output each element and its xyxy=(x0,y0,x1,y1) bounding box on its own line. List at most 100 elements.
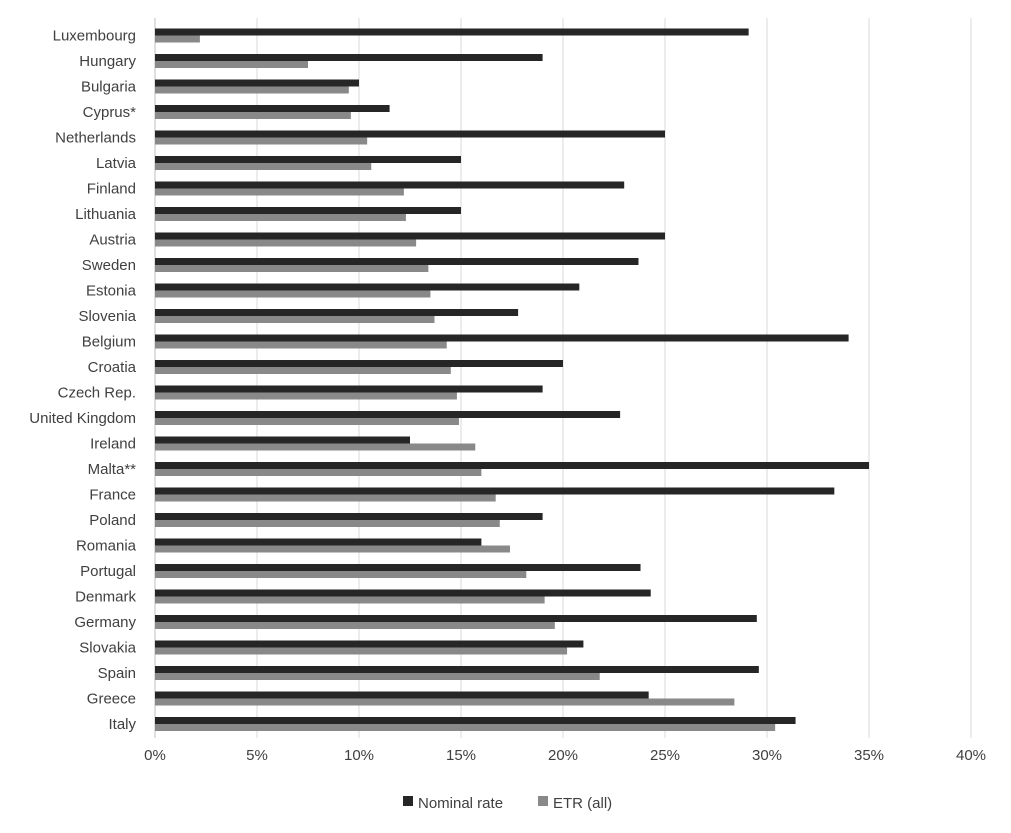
bar-nominal-rate xyxy=(155,79,359,87)
category-label: Portugal xyxy=(80,563,136,580)
x-tick-label: 10% xyxy=(344,747,374,764)
bar-nominal-rate xyxy=(155,691,649,699)
category-label: Belgium xyxy=(82,334,136,351)
bar-etr-all xyxy=(155,698,735,706)
bar-etr-all xyxy=(155,316,435,323)
legend-label-etr: ETR (all) xyxy=(553,795,612,812)
bar-etr-all xyxy=(155,86,349,94)
bar-etr-all xyxy=(155,418,459,425)
category-label: Romania xyxy=(76,538,137,555)
category-label: Germany xyxy=(74,614,136,631)
category-label: United Kingdom xyxy=(29,410,136,427)
category-label: Latvia xyxy=(96,155,137,172)
x-tick-labels: 0% 5% 10% 15% 20% 25% 30% 35% 40% xyxy=(144,747,986,764)
category-label: Austria xyxy=(89,232,136,249)
bar-etr-all xyxy=(155,494,496,502)
category-label: Bulgaria xyxy=(81,79,137,96)
bar-nominal-rate xyxy=(155,207,461,214)
bar-nominal-rate xyxy=(155,54,543,61)
legend: Nominal rate ETR (all) xyxy=(403,795,612,812)
bar-nominal-rate xyxy=(155,360,563,367)
bar-nominal-rate xyxy=(155,309,519,316)
bar-nominal-rate xyxy=(155,156,461,163)
bar-etr-all xyxy=(155,469,482,476)
bar-etr-all xyxy=(155,545,510,553)
bar-etr-all xyxy=(155,188,404,196)
bar-etr-all xyxy=(155,137,368,145)
bar-etr-all xyxy=(155,571,527,578)
category-label: Hungary xyxy=(79,53,136,70)
bar-etr-all xyxy=(155,622,555,629)
bar-etr-all xyxy=(155,214,406,221)
bar-nominal-rate xyxy=(155,385,543,393)
bar-nominal-rate xyxy=(155,717,796,724)
bar-nominal-rate xyxy=(155,666,759,673)
bar-etr-all xyxy=(155,35,200,43)
x-tick-label: 15% xyxy=(446,747,476,764)
bar-nominal-rate xyxy=(155,589,651,597)
category-label: Netherlands xyxy=(55,130,136,147)
bar-etr-all xyxy=(155,673,600,680)
bar-etr-all xyxy=(155,647,568,655)
category-label: Ireland xyxy=(90,436,136,453)
bar-nominal-rate xyxy=(155,232,665,240)
category-label: Greece xyxy=(87,691,136,708)
bar-etr-all xyxy=(155,239,417,247)
legend-swatch-etr xyxy=(538,796,548,806)
x-tick-label: 25% xyxy=(650,747,680,764)
category-label: Estonia xyxy=(86,283,137,300)
bar-nominal-rate xyxy=(155,105,390,112)
category-label: France xyxy=(89,487,136,504)
legend-label-nominal: Nominal rate xyxy=(418,795,503,812)
bar-nominal-rate xyxy=(155,487,835,495)
bar-nominal-rate xyxy=(155,258,639,265)
legend-swatch-nominal xyxy=(403,796,413,806)
x-tick-label: 5% xyxy=(246,747,268,764)
x-tick-label: 0% xyxy=(144,747,166,764)
category-label: Croatia xyxy=(88,359,137,376)
category-labels: Luxembourg Hungary Bulgaria Cyprus* Netherla… xyxy=(29,28,136,734)
bar-etr-all xyxy=(155,290,431,298)
bar-nominal-rate xyxy=(155,436,410,444)
category-label: Lithuania xyxy=(75,206,137,223)
bar-nominal-rate xyxy=(155,538,482,546)
bar-nominal-rate xyxy=(155,640,584,648)
category-label: Denmark xyxy=(75,589,136,606)
category-label: Malta** xyxy=(88,461,137,478)
category-label: Poland xyxy=(89,512,136,529)
bar-nominal-rate xyxy=(155,462,869,469)
category-label: Spain xyxy=(98,665,136,682)
bar-etr-all xyxy=(155,596,545,604)
bar-nominal-rate xyxy=(155,283,580,291)
bar-etr-all xyxy=(155,341,447,349)
bar-nominal-rate xyxy=(155,181,625,189)
x-tick-label: 40% xyxy=(956,747,986,764)
bar-etr-all xyxy=(155,163,372,170)
x-tick-label: 35% xyxy=(854,747,884,764)
category-label: Slovakia xyxy=(79,640,136,657)
category-label: Italy xyxy=(108,716,136,733)
bar-nominal-rate xyxy=(155,513,543,520)
bar-nominal-rate xyxy=(155,130,665,138)
bar-etr-all xyxy=(155,724,776,731)
bars xyxy=(155,28,869,731)
category-label: Cyprus* xyxy=(83,104,137,121)
bar-nominal-rate xyxy=(155,334,849,342)
category-label: Czech Rep. xyxy=(58,385,136,402)
bar-nominal-rate xyxy=(155,615,757,622)
category-label: Finland xyxy=(87,181,136,198)
category-label: Slovenia xyxy=(78,308,136,325)
bar-etr-all xyxy=(155,443,476,451)
gridlines xyxy=(154,18,972,738)
bar-etr-all xyxy=(155,392,457,400)
bar-etr-all xyxy=(155,112,351,119)
x-tick-label: 30% xyxy=(752,747,782,764)
bar-etr-all xyxy=(155,61,308,68)
x-tick-label: 20% xyxy=(548,747,578,764)
category-label: Luxembourg xyxy=(53,28,136,45)
bar-nominal-rate xyxy=(155,411,621,418)
category-label: Sweden xyxy=(82,257,136,274)
bar-nominal-rate xyxy=(155,28,749,36)
